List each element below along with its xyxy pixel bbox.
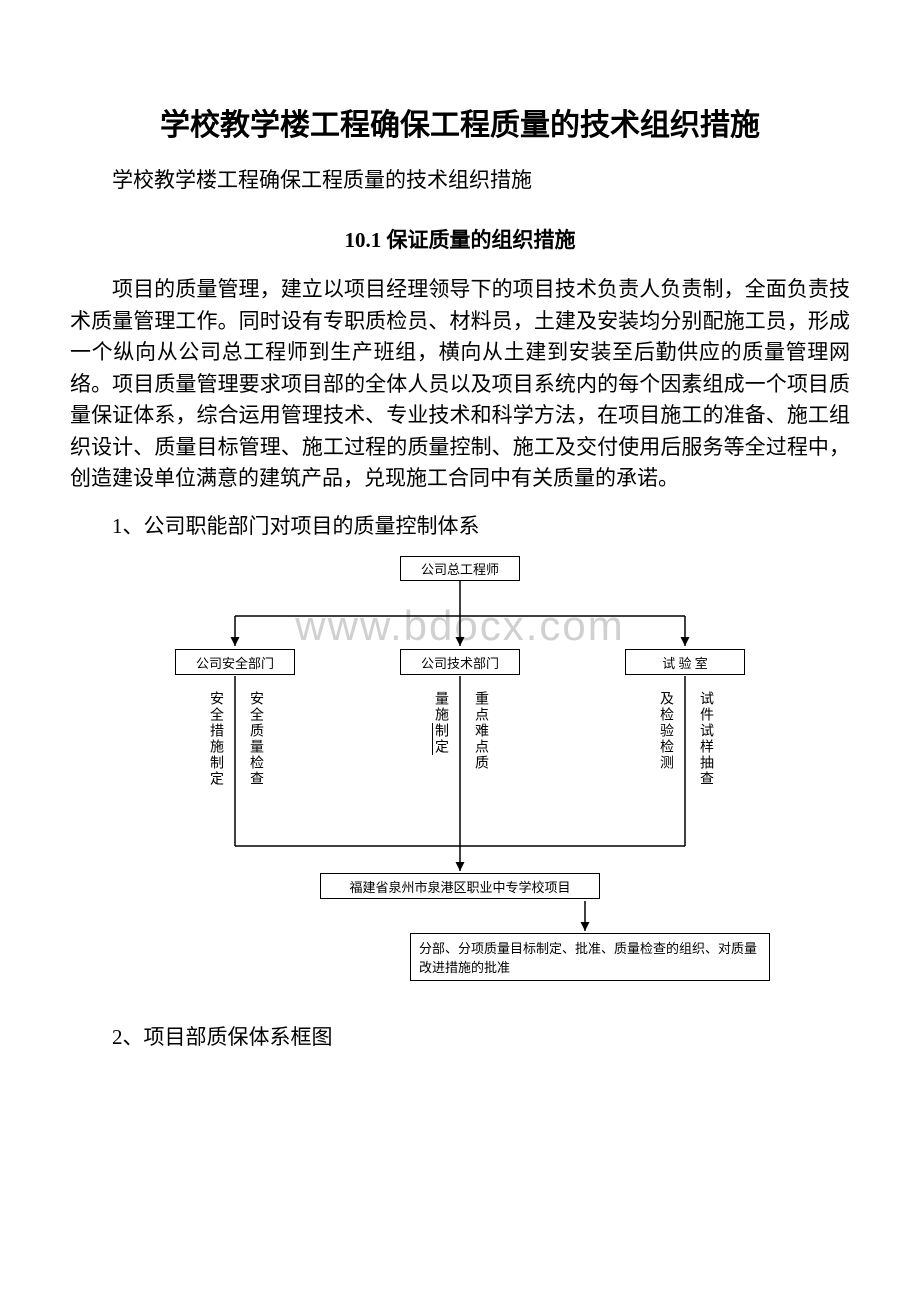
node-project: 福建省泉州市泉港区职业中专学校项目 bbox=[320, 873, 600, 899]
vlabel-1: 安全措施制定 bbox=[205, 691, 225, 787]
vlabel-3b: 制定 bbox=[433, 723, 448, 755]
document-title: 学校教学楼工程确保工程质量的技术组织措施 bbox=[70, 100, 850, 144]
node-center: 公司技术部门 bbox=[400, 649, 520, 675]
document-subtitle: 学校教学楼工程确保工程质量的技术组织措施 bbox=[70, 164, 850, 194]
vlabel-3a: 量施 bbox=[433, 691, 448, 723]
list-item-2: 2、项目部质保体系框图 bbox=[70, 1021, 850, 1055]
vlabel-6: 试件试样抽查 bbox=[695, 691, 715, 787]
main-paragraph: 项目的质量管理，建立以项目经理领导下的项目技术负责人负责制，全面负责技术质量管理… bbox=[70, 274, 850, 495]
node-right: 试 验 室 bbox=[625, 649, 745, 675]
node-top: 公司总工程师 bbox=[400, 556, 520, 581]
node-left: 公司安全部门 bbox=[175, 649, 295, 675]
section-heading: 10.1 保证质量的组织措施 bbox=[70, 224, 850, 254]
node-bottom: 分部、分项质量目标制定、批准、质量检查的组织、对质量改进措施的批准 bbox=[410, 933, 770, 981]
org-chart-diagram: 公司总工程师 公司安全部门 公司技术部门 试 验 室 安全措施制定 安全质量检查… bbox=[110, 551, 810, 1001]
vlabel-4: 重点难点质 bbox=[470, 691, 490, 771]
list-item-1: 1、公司职能部门对项目的质量控制体系 bbox=[70, 510, 850, 544]
vlabel-5: 及检验检测 bbox=[655, 691, 675, 771]
vlabel-2: 安全质量检查 bbox=[245, 691, 265, 787]
vlabel-3: 量施制定 bbox=[430, 691, 450, 755]
